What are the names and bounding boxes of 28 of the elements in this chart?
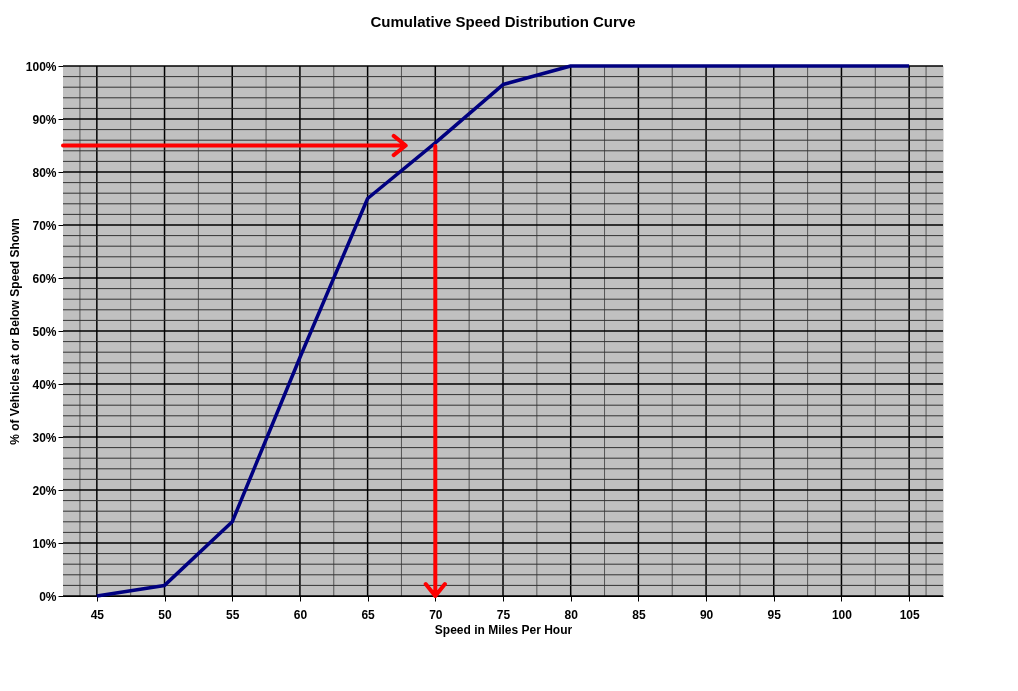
y-tick-label: 10% [32, 536, 57, 551]
x-tick-label: 90 [699, 607, 714, 622]
x-axis-title: Speed in Miles Per Hour [434, 622, 573, 637]
x-tick-label: 65 [361, 607, 376, 622]
y-tick-label: 90% [32, 112, 57, 127]
x-tick-label: 50 [158, 607, 173, 622]
y-tick-label: 100% [25, 59, 57, 74]
line-series [95, 64, 911, 598]
x-tick-label: 55 [226, 607, 240, 622]
y-axis-title: % of Vehicles at or Below Speed Shown [7, 218, 22, 445]
x-tick-label: 105 [899, 607, 920, 622]
y-tick-label: 60% [32, 271, 57, 286]
x-tick-label: 100 [831, 607, 853, 622]
y-tick-label: 70% [32, 218, 57, 233]
x-tick-label: 80 [564, 607, 579, 622]
chart-title: Cumulative Speed Distribution Curve [370, 13, 636, 30]
x-tick-label: 85 [632, 607, 646, 622]
x-tick-label: 95 [767, 607, 782, 622]
x-tick-label: 45 [90, 607, 105, 622]
x-tick-label: 70 [429, 607, 443, 622]
y-tick-label: 0% [39, 589, 57, 604]
x-tick-label: 75 [496, 607, 511, 622]
x-tick-label: 60 [293, 607, 308, 622]
y-tick-label: 30% [32, 430, 57, 445]
y-tick-label: 40% [32, 377, 57, 392]
y-tick-label: 50% [32, 324, 57, 339]
y-tick-label: 80% [32, 165, 57, 180]
y-tick-label: 20% [32, 483, 57, 498]
